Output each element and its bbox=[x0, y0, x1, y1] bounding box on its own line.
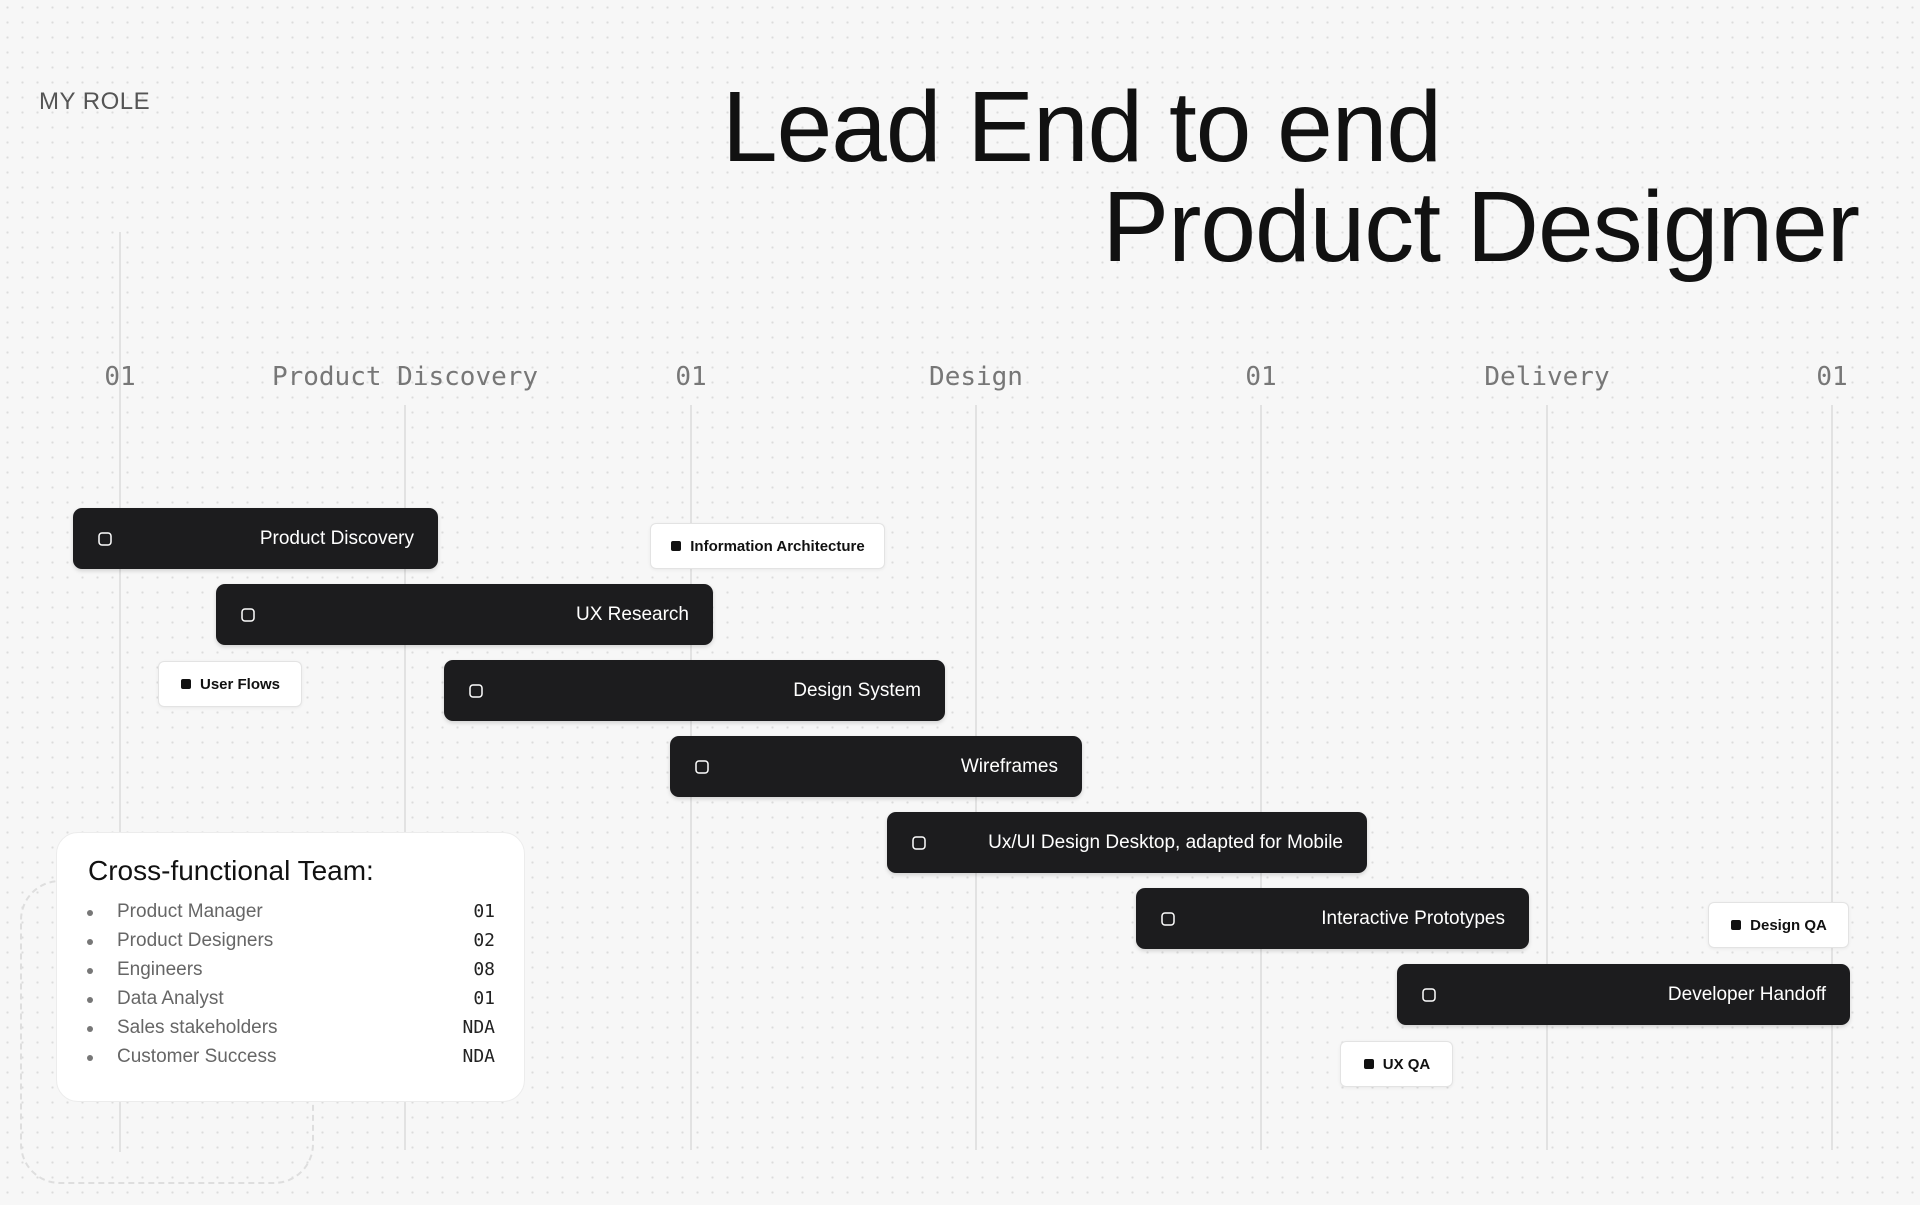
member-count: 08 bbox=[473, 959, 495, 980]
team-member: Product Manager 01 bbox=[87, 901, 495, 925]
task-icon bbox=[695, 759, 709, 774]
task-bar: UX Research bbox=[216, 584, 713, 645]
team-member: Product Designers 02 bbox=[87, 930, 495, 954]
column-line bbox=[404, 405, 406, 1150]
team-title: Cross-functional Team: bbox=[88, 855, 374, 886]
member-count: 01 bbox=[473, 901, 495, 922]
chip: Information Architecture bbox=[650, 523, 885, 569]
chip-icon bbox=[180, 679, 191, 689]
title-line: Product Designer bbox=[1102, 171, 1860, 283]
chip-label: Design QA bbox=[1750, 916, 1827, 934]
task-label: Wireframes bbox=[960, 755, 1058, 777]
task-icon bbox=[241, 607, 255, 622]
team-member: Sales stakeholders NDA bbox=[87, 1017, 495, 1041]
section-label: MY ROLE bbox=[39, 88, 151, 115]
chip-icon bbox=[1731, 920, 1742, 930]
chip: User Flows bbox=[158, 661, 302, 707]
task-label: Product Discovery bbox=[259, 527, 414, 549]
task-label: Design System bbox=[793, 679, 921, 701]
task-icon bbox=[1161, 911, 1175, 926]
column-label: Delivery bbox=[1484, 362, 1610, 392]
member-role: Product Manager bbox=[117, 901, 263, 922]
column-label: 01 bbox=[1816, 362, 1848, 392]
column-line bbox=[119, 232, 121, 1152]
task-icon bbox=[912, 835, 926, 850]
member-count: 01 bbox=[473, 988, 495, 1009]
bullet bbox=[87, 910, 93, 916]
task-icon bbox=[98, 531, 112, 546]
task-bar: Ux/UI Design Desktop, adapted for Mobile bbox=[887, 812, 1367, 873]
chip: Design QA bbox=[1708, 902, 1849, 948]
bullet bbox=[87, 939, 93, 945]
bullet bbox=[87, 968, 93, 974]
task-label: Interactive Prototypes bbox=[1321, 907, 1505, 929]
team-member: Customer Success NDA bbox=[87, 1046, 495, 1070]
bullet bbox=[87, 1055, 93, 1061]
column-label: Product Discovery bbox=[271, 362, 539, 392]
column-label: 01 bbox=[1245, 362, 1277, 392]
task-icon bbox=[1422, 987, 1436, 1002]
title-line: Lead End to end bbox=[722, 71, 1442, 183]
task-label: UX Research bbox=[576, 603, 689, 625]
member-role: Customer Success bbox=[117, 1046, 277, 1067]
task-bar: Design System bbox=[444, 660, 945, 721]
member-role: Product Designers bbox=[117, 930, 274, 951]
column-label: 01 bbox=[104, 362, 136, 392]
team-member: Data Analyst 01 bbox=[87, 988, 495, 1012]
task-bar: Interactive Prototypes bbox=[1136, 888, 1529, 949]
team-member: Engineers 08 bbox=[87, 959, 495, 983]
task-label: Ux/UI Design Desktop, adapted for Mobile bbox=[988, 831, 1343, 853]
member-role: Sales stakeholders bbox=[117, 1017, 278, 1038]
column-label: Design bbox=[929, 362, 1023, 392]
bullet bbox=[87, 1026, 93, 1032]
task-bar: Developer Handoff bbox=[1397, 964, 1850, 1025]
task-bar: Wireframes bbox=[670, 736, 1082, 797]
task-bar: Product Discovery bbox=[73, 508, 438, 569]
chip-icon bbox=[1363, 1059, 1374, 1069]
member-count: 02 bbox=[473, 930, 495, 951]
column-line bbox=[1260, 405, 1262, 1150]
column-line bbox=[1546, 405, 1548, 1150]
task-label: Developer Handoff bbox=[1667, 983, 1826, 1005]
member-role: Engineers bbox=[117, 959, 203, 980]
member-count: NDA bbox=[462, 1017, 495, 1038]
chip-icon bbox=[671, 541, 682, 551]
chip-label: UX QA bbox=[1382, 1055, 1431, 1073]
bullet bbox=[87, 997, 93, 1003]
member-count: NDA bbox=[462, 1046, 495, 1067]
chip: UX QA bbox=[1340, 1041, 1453, 1087]
member-role: Data Analyst bbox=[117, 988, 224, 1009]
team-card: Cross-functional Team: Product Manager 01… bbox=[56, 832, 525, 1102]
column-line bbox=[1831, 405, 1833, 1150]
column-label: 01 bbox=[675, 362, 707, 392]
chip-label: Information Architecture bbox=[690, 537, 865, 555]
chip-label: User Flows bbox=[199, 675, 281, 693]
task-icon bbox=[469, 683, 483, 698]
